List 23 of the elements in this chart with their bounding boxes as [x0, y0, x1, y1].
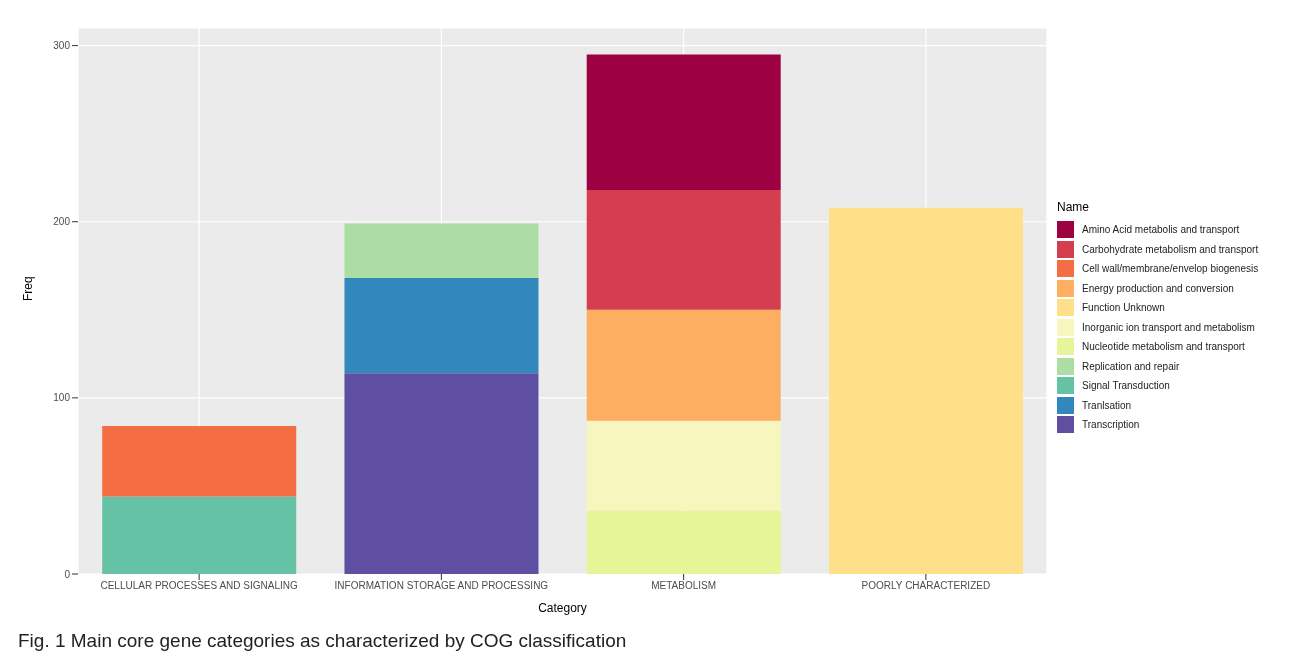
y-tick-label: 200 [53, 216, 71, 228]
legend-label: Carbohydrate metabolism and transport [1082, 243, 1259, 255]
legend-title: Name [1057, 199, 1090, 214]
y-tick-label: 300 [53, 40, 71, 52]
caption: Fig. 1 Main core gene categories as characterized by COG classification [17, 630, 628, 652]
x-axis-title: Category [538, 601, 587, 615]
legend-label: Tranlsation [1082, 399, 1132, 411]
x-tick-label: CELLULAR PROCESSES AND SIGNALING [100, 580, 298, 592]
legend-label: Amino Acid metabolis and transport [1082, 224, 1240, 235]
legend-label: Nucleotide metabolism and transport [1082, 341, 1245, 352]
legend-label: Transcription [1082, 419, 1140, 430]
legend-label: Signal Transduction [1082, 380, 1170, 391]
legend-label: Replication and repair [1082, 360, 1180, 372]
legend-label: Function Unknown [1082, 302, 1165, 313]
y-tick-label: 0 [64, 568, 71, 580]
legend-label: Cell wall/membrane/envelop biogenesis [1082, 263, 1259, 274]
y-tick-label: 100 [53, 392, 71, 404]
x-tick-label: POORLY CHARACTERIZED [861, 580, 991, 592]
legend-label: Energy production and conversion [1082, 282, 1234, 294]
x-tick-label: INFORMATION STORAGE AND PROCESSING [334, 580, 549, 592]
x-tick-label: METABOLISM [651, 580, 717, 592]
y-axis-title: Freq [21, 276, 36, 301]
legend-label: Inorganic ion transport and metabolism [1082, 321, 1255, 333]
